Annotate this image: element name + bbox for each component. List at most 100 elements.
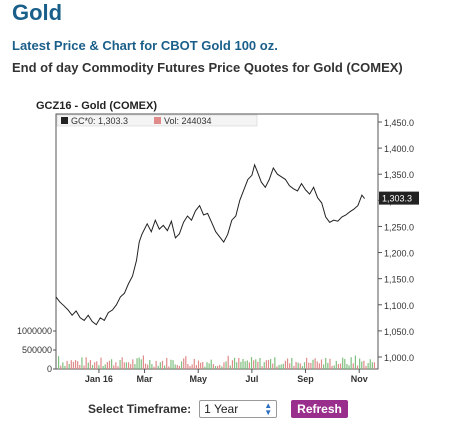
volume-bar	[155, 360, 157, 369]
volume-bar	[339, 363, 342, 369]
page-subtitle: End of day Commodity Futures Price Quote…	[12, 60, 403, 75]
volume-bar	[89, 360, 91, 369]
volume-bar	[306, 357, 308, 369]
volume-bar	[185, 356, 187, 369]
volume-bar	[270, 359, 272, 369]
legend-volume-label: Vol: 244034	[164, 116, 212, 126]
volume-bar	[66, 360, 68, 369]
volume-bar	[74, 360, 77, 369]
volume-bar	[94, 362, 96, 369]
volume-bar	[293, 365, 295, 369]
volume-bar	[119, 359, 121, 369]
volume-bar	[348, 365, 350, 369]
volume-bar	[325, 357, 327, 369]
volume-bar	[297, 362, 299, 369]
volume-bar	[236, 362, 238, 369]
volume-bar	[371, 362, 373, 369]
volume-bar	[333, 365, 335, 369]
volume-bar	[327, 362, 329, 369]
volume-bar	[350, 357, 352, 369]
volume-bar	[193, 358, 195, 369]
volume-bar	[91, 365, 94, 369]
volume-bar	[314, 358, 316, 369]
volume-bar	[253, 360, 255, 369]
volume-bar	[214, 365, 217, 369]
volume-bar	[263, 362, 265, 369]
select-arrows-icon: ▲ ▼	[264, 401, 273, 417]
volume-bar	[138, 357, 140, 369]
volume-bar	[202, 361, 204, 369]
volume-bar	[161, 360, 164, 369]
volume-bar	[308, 362, 310, 369]
volume-bar	[85, 357, 87, 369]
volume-bar	[318, 363, 320, 369]
page-title: Gold	[12, 0, 63, 25]
volume-bar	[369, 359, 371, 369]
volume-bar	[87, 362, 89, 369]
volume-bar	[248, 362, 250, 369]
volume-bar	[195, 365, 197, 369]
volume-bar	[125, 362, 128, 369]
volume-tick-label: 0	[47, 364, 52, 374]
volume-bar	[210, 359, 212, 369]
volume-bar	[295, 361, 297, 369]
volume-bar	[342, 357, 344, 369]
volume-bar	[127, 362, 130, 369]
volume-bar	[221, 366, 223, 369]
x-tick-label: Jul	[245, 374, 258, 384]
volume-bar	[166, 357, 168, 369]
volume-bar	[323, 364, 325, 369]
volume-bar	[240, 361, 242, 369]
volume-bar	[153, 366, 155, 369]
volume-bar	[225, 361, 227, 369]
price-series-line	[55, 163, 365, 326]
volume-bar	[83, 365, 85, 369]
gold-price-chart: GCZ16 - Gold (COMEX) 1,000.0 1,050.0 1,100…	[17, 100, 419, 384]
last-value-box	[379, 191, 419, 205]
volume-bar	[354, 355, 356, 369]
volume-bar	[361, 361, 363, 369]
volume-bar	[223, 362, 225, 369]
chart-title: GCZ16 - Gold (COMEX)	[36, 100, 157, 112]
volume-bar	[132, 359, 134, 369]
volume-bar	[227, 355, 229, 369]
y-tick-label: 1,150.0	[384, 275, 414, 285]
volume-bar	[108, 360, 111, 369]
volume-bar	[149, 359, 151, 369]
volume-bar	[282, 363, 284, 369]
volume-bar	[267, 360, 270, 369]
volume-bar	[136, 358, 138, 369]
page-subtitle-link[interactable]: Latest Price & Chart for CBOT Gold 100 o…	[12, 38, 278, 53]
volume-bar	[250, 357, 253, 369]
volume-bar	[238, 357, 240, 369]
volume-bar	[117, 366, 119, 369]
volume-bar	[320, 359, 323, 369]
volume-bar	[316, 361, 318, 369]
volume-bar	[157, 365, 159, 369]
volume-bar	[142, 355, 144, 369]
volume-bar	[79, 364, 81, 369]
volume-bar	[102, 365, 104, 369]
y-tick-label: 1,250.0	[384, 222, 414, 232]
timeframe-select-value: 1 Year	[204, 402, 239, 416]
volume-bar	[272, 363, 274, 369]
volume-bar	[113, 365, 115, 369]
volume-bar	[183, 358, 185, 369]
refresh-button[interactable]: Refresh	[291, 400, 348, 418]
volume-bar	[164, 365, 166, 369]
volume-bar	[261, 366, 263, 369]
volume-bar	[104, 364, 106, 369]
x-tick-label: Sep	[297, 374, 314, 384]
volume-bar	[62, 362, 64, 369]
volume-bar	[303, 362, 306, 369]
volume-bar	[291, 357, 293, 369]
volume-bar	[259, 358, 261, 369]
volume-bar	[172, 360, 174, 369]
x-tick-label: Mar	[137, 374, 154, 384]
volume-bar	[329, 358, 331, 369]
volume-bar	[121, 357, 123, 369]
timeframe-select[interactable]: 1 Year ▲ ▼	[199, 400, 278, 418]
volume-bar	[242, 358, 244, 369]
volume-bar	[278, 364, 280, 369]
volume-bar	[189, 366, 191, 369]
